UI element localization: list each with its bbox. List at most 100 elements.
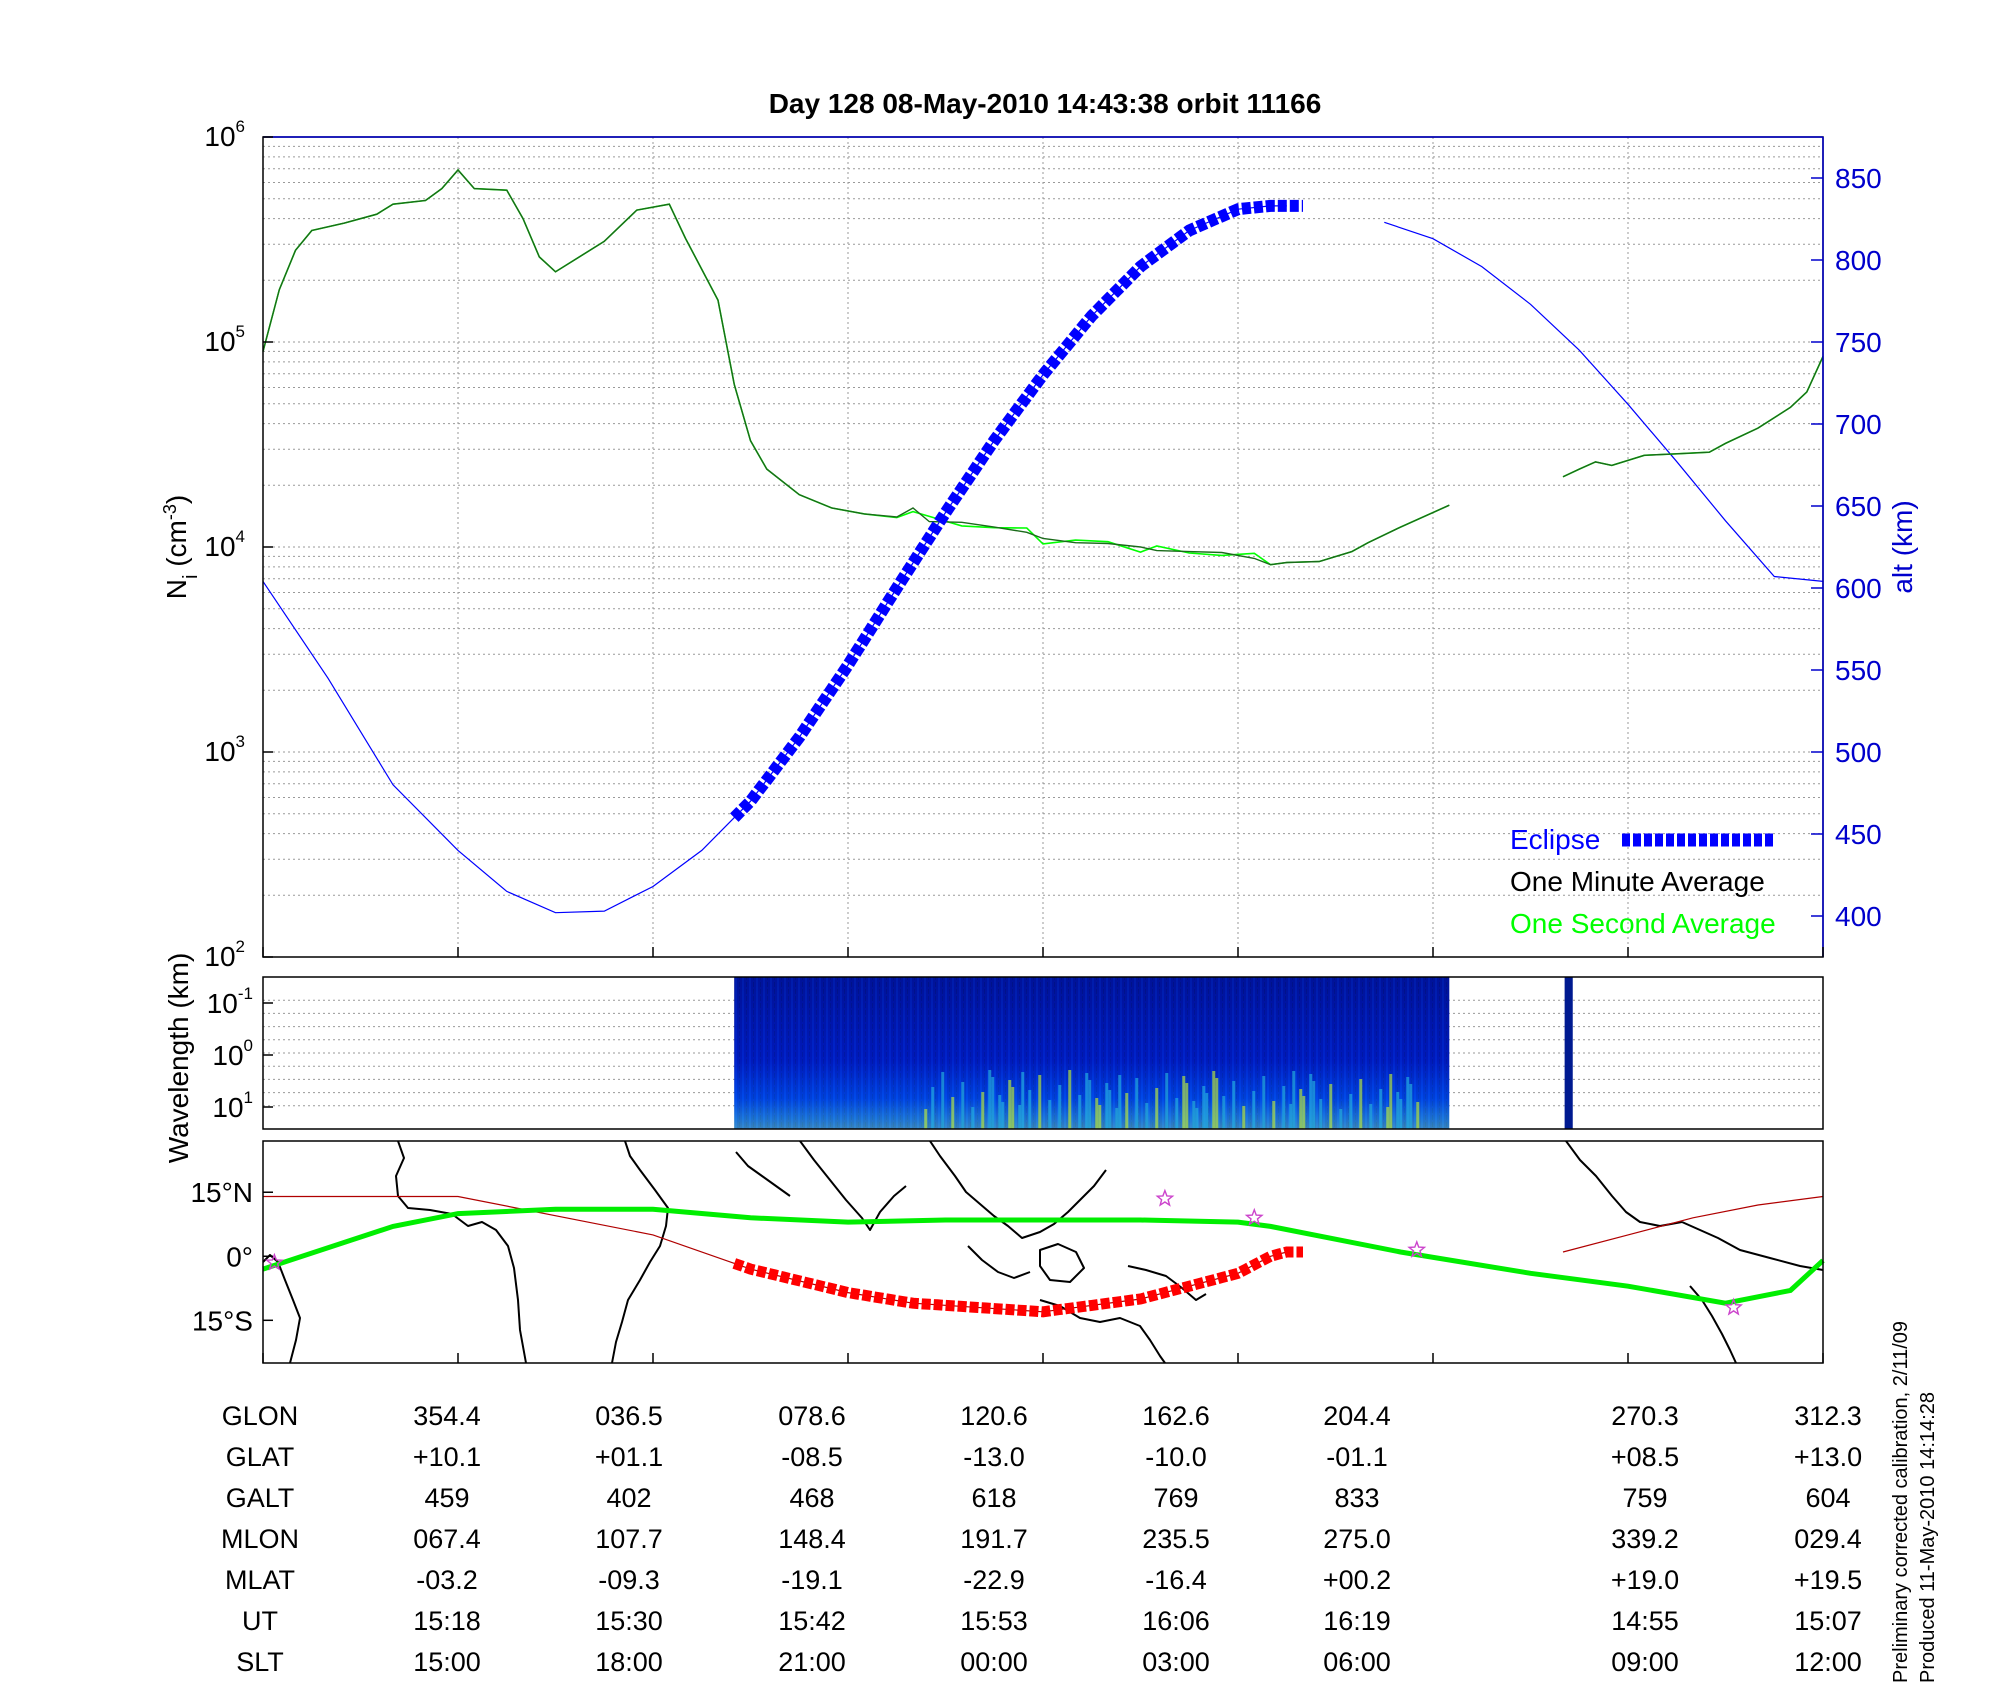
spectrogram-burst bbox=[1058, 1085, 1062, 1129]
station-star-icon bbox=[264, 1252, 284, 1271]
spectrogram-burst bbox=[1369, 1104, 1373, 1129]
spectrogram-burst bbox=[1145, 1103, 1149, 1129]
right-tick-label: 450 bbox=[1835, 819, 1882, 850]
spectrogram-burst bbox=[961, 1082, 965, 1129]
table-cell: 459 bbox=[424, 1483, 469, 1513]
table-cell: 15:53 bbox=[960, 1606, 1028, 1636]
spectrogram-frame bbox=[262, 976, 1824, 1130]
spectrogram-burst bbox=[1292, 1071, 1296, 1129]
coast-africa-east bbox=[611, 1140, 669, 1364]
spectrogram-burst bbox=[1028, 1090, 1032, 1129]
legend: Eclipse One Minute Average One Second Av… bbox=[1510, 824, 1776, 939]
spectrogram-burst bbox=[1195, 1108, 1199, 1129]
table-cell: +10.1 bbox=[413, 1442, 481, 1472]
spectrogram-burst bbox=[1272, 1101, 1276, 1129]
spectrogram-burst bbox=[1088, 1080, 1092, 1129]
table-cell: 15:42 bbox=[778, 1606, 846, 1636]
spectrogram-burst bbox=[1135, 1078, 1139, 1129]
table-cell: 21:00 bbox=[778, 1647, 846, 1677]
table-cell: 354.4 bbox=[413, 1401, 481, 1431]
spectrogram-data bbox=[734, 977, 1573, 1129]
spectrogram-burst bbox=[1125, 1093, 1129, 1129]
table-cell: 16:06 bbox=[1142, 1606, 1210, 1636]
spectrogram-noise bbox=[734, 977, 1450, 1129]
table-cell: -10.0 bbox=[1145, 1442, 1207, 1472]
table-cell: 618 bbox=[971, 1483, 1016, 1513]
table-cell: 468 bbox=[789, 1483, 834, 1513]
table-cell: 191.7 bbox=[960, 1524, 1028, 1554]
spectrogram-tick-label: 101 bbox=[212, 1088, 253, 1123]
spectrogram-burst bbox=[1215, 1078, 1219, 1129]
legend-eclipse-label: Eclipse bbox=[1510, 824, 1600, 855]
table-cell: -08.5 bbox=[781, 1442, 843, 1472]
table-cell: -13.0 bbox=[963, 1442, 1025, 1472]
spectrogram-burst bbox=[998, 1095, 1002, 1129]
spectrogram-burst bbox=[1379, 1089, 1383, 1129]
table-cell: 107.7 bbox=[595, 1524, 663, 1554]
spectrogram-burst bbox=[1108, 1090, 1112, 1129]
spectrogram-burst bbox=[1349, 1094, 1353, 1129]
coast-borneo bbox=[1039, 1243, 1085, 1283]
footnote-calibration: Preliminary corrected calibration, 2/11/… bbox=[1890, 1321, 1912, 1683]
table-cell: 18:00 bbox=[595, 1647, 663, 1677]
map-plot-area bbox=[263, 1141, 1823, 1363]
right-axis-ticks: 400 450 500 550 600 650 700 750 800 850 bbox=[1811, 163, 1882, 932]
table-cell: 402 bbox=[606, 1483, 651, 1513]
coast-south-america-east bbox=[1681, 1221, 1824, 1271]
spectrogram-burst bbox=[1008, 1080, 1012, 1129]
spectrogram-burst bbox=[1222, 1096, 1226, 1129]
right-tick-label: 700 bbox=[1835, 409, 1882, 440]
table-cell: +00.2 bbox=[1323, 1565, 1391, 1595]
spectrogram-burst bbox=[1118, 1075, 1122, 1129]
spectrogram-burst bbox=[991, 1077, 995, 1129]
table-cell: -09.3 bbox=[598, 1565, 660, 1595]
spectrogram-tick-label: 100 bbox=[212, 1036, 253, 1071]
table-cell: 067.4 bbox=[413, 1524, 481, 1554]
table-cell: 12:00 bbox=[1794, 1647, 1862, 1677]
spectrogram-tick-label: 10-1 bbox=[207, 984, 253, 1019]
spectrogram-burst bbox=[1098, 1105, 1102, 1129]
left-axis-label: Ni (cm-3) bbox=[160, 495, 202, 599]
table-cell: 270.3 bbox=[1611, 1401, 1679, 1431]
left-tick-label: 106 bbox=[204, 117, 245, 152]
spectrogram-y-ticks: 10-1 100 101 bbox=[207, 984, 273, 1123]
spectrogram-burst bbox=[981, 1092, 985, 1129]
table-cell: 162.6 bbox=[1142, 1401, 1210, 1431]
table-cell: 833 bbox=[1334, 1483, 1379, 1513]
legend-second-average: One Second Average bbox=[1510, 908, 1776, 939]
spectrogram-burst bbox=[1185, 1083, 1189, 1129]
spectrogram-burst bbox=[924, 1109, 928, 1129]
spectrogram-second-strip bbox=[1564, 977, 1573, 1129]
right-tick-label: 750 bbox=[1835, 327, 1882, 358]
spectrogram-burst bbox=[1299, 1089, 1303, 1129]
coast-central-america bbox=[1565, 1140, 1683, 1227]
table-cell: 235.5 bbox=[1142, 1524, 1210, 1554]
table-cell: 06:00 bbox=[1323, 1647, 1391, 1677]
table-cell: 148.4 bbox=[778, 1524, 846, 1554]
spectrogram-burst bbox=[1018, 1105, 1022, 1129]
spectrogram-burst bbox=[951, 1097, 955, 1129]
orbit-track-line-2 bbox=[1562, 1195, 1824, 1253]
spectrogram-burst bbox=[1192, 1101, 1196, 1129]
coastlines bbox=[262, 1140, 1824, 1364]
altitude-line-segment-2 bbox=[1384, 221, 1824, 582]
spectrogram-burst bbox=[1302, 1096, 1306, 1129]
table-cell: +01.1 bbox=[595, 1442, 663, 1472]
spectrogram-burst bbox=[1406, 1077, 1410, 1129]
eclipse-altitude-band bbox=[730, 199, 1303, 822]
spectrogram-burst bbox=[1359, 1079, 1363, 1129]
spectrogram-burst bbox=[1048, 1100, 1052, 1129]
table-cell: +19.5 bbox=[1794, 1565, 1862, 1595]
table-row-label: SLT bbox=[236, 1647, 284, 1677]
spectrogram-burst bbox=[1175, 1098, 1179, 1129]
coast-sumatra bbox=[967, 1245, 1031, 1279]
ephemeris-table: GLON GLAT GALT MLON MLAT UT SLT 354.4 +10.1 459 06… bbox=[221, 1401, 1862, 1677]
spectrogram-burst bbox=[971, 1107, 975, 1129]
table-row-label: GLON bbox=[222, 1401, 299, 1431]
map-tracks bbox=[262, 1188, 1825, 1318]
station-star-icon bbox=[1155, 1188, 1175, 1207]
table-cell: 339.2 bbox=[1611, 1524, 1679, 1554]
spectrogram-burst bbox=[1409, 1084, 1413, 1129]
spectrogram-panel: 10-1 100 101 Wavelength (km) bbox=[163, 953, 1824, 1163]
